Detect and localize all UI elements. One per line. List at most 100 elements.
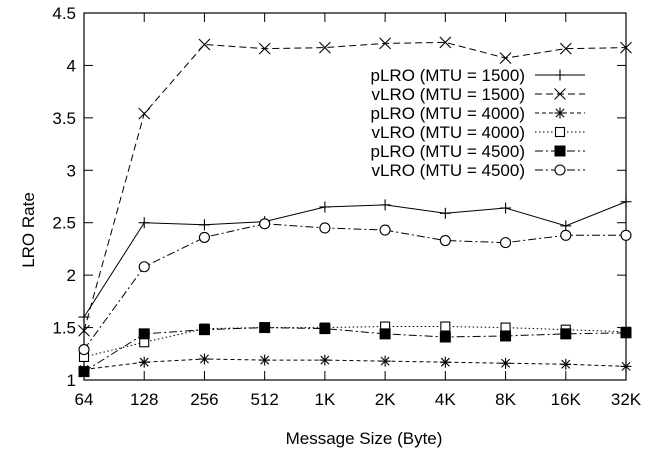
legend-entry: vLRO (MTU = 1500)	[371, 85, 585, 104]
data-point	[259, 354, 271, 366]
cross-marker-b	[554, 88, 566, 100]
cross-marker-b	[198, 38, 211, 51]
star-marker-b	[621, 361, 631, 371]
data-point	[500, 202, 512, 214]
data-point	[499, 52, 512, 64]
data-point	[258, 42, 271, 55]
y-axis-title: LRO Rate	[19, 192, 38, 268]
data-point	[319, 323, 331, 335]
legend-label: pLRO (MTU = 4500)	[371, 142, 525, 161]
data-point	[198, 231, 210, 243]
star-marker-b	[380, 356, 390, 366]
data-point	[439, 207, 451, 219]
x-tick-label: 32K	[611, 390, 642, 409]
data-point	[198, 219, 210, 231]
data-point	[560, 229, 572, 241]
series-3	[78, 353, 632, 376]
data-point	[379, 328, 391, 340]
series-line	[83, 358, 627, 371]
data-point	[259, 218, 271, 230]
data-point	[440, 321, 451, 332]
data-point	[318, 41, 331, 54]
series-line	[83, 41, 627, 331]
cross-marker-b	[499, 52, 512, 64]
data-point	[620, 327, 632, 339]
data-point	[138, 356, 150, 368]
data-point	[379, 199, 391, 211]
star-marker-b	[501, 358, 511, 368]
data-point	[138, 328, 150, 340]
y-tick-label: 1	[67, 371, 76, 390]
data-point	[78, 366, 90, 378]
series-6	[78, 218, 632, 356]
legend-label: vLRO (MTU = 4500)	[371, 161, 525, 180]
data-point	[554, 145, 566, 157]
data-point	[620, 360, 632, 372]
data-point	[620, 229, 632, 241]
legend-label: pLRO (MTU = 1500)	[371, 66, 525, 85]
data-point	[379, 37, 392, 50]
data-point	[554, 164, 566, 176]
data-point	[439, 331, 451, 343]
y-tick-label: 4.5	[52, 4, 76, 23]
series-line	[83, 326, 627, 358]
star-marker-b	[199, 354, 209, 364]
data-point	[560, 220, 572, 232]
data-point	[319, 201, 331, 213]
cross-marker-b	[559, 42, 572, 55]
y-tick-label: 2.5	[52, 214, 76, 233]
data-point	[379, 224, 391, 236]
series-4	[78, 321, 632, 362]
legend-entry: pLRO (MTU = 1500)	[371, 66, 585, 85]
x-tick-label: 1K	[314, 390, 335, 409]
star-marker-b	[260, 355, 270, 365]
x-tick-label: 256	[190, 390, 218, 409]
legend-label: vLRO (MTU = 1500)	[371, 85, 525, 104]
x-axis-title: Message Size (Byte)	[286, 429, 443, 448]
plot-border	[83, 12, 627, 381]
data-point	[559, 42, 572, 55]
series-1	[78, 196, 632, 323]
data-point	[319, 222, 331, 234]
series-line	[83, 327, 627, 373]
cross-marker-b	[379, 37, 392, 50]
plot-frame	[83, 12, 627, 381]
legend-entry: vLRO (MTU = 4500)	[371, 161, 585, 180]
data-point	[620, 196, 632, 208]
x-tick-label: 128	[130, 390, 158, 409]
data-point	[439, 356, 451, 368]
data-point	[138, 261, 150, 273]
data-point	[500, 330, 512, 342]
series-group	[78, 36, 632, 378]
star-marker-b	[561, 359, 571, 369]
data-point	[78, 324, 90, 337]
data-point	[560, 328, 572, 340]
star-marker-b	[440, 357, 450, 367]
y-tick-label: 3.5	[52, 109, 76, 128]
x-tick-label: 8K	[495, 390, 516, 409]
star-marker-b	[139, 357, 149, 367]
cross-marker-b	[318, 41, 331, 54]
data-point	[319, 354, 331, 366]
legend-label: vLRO (MTU = 4000)	[371, 123, 525, 142]
x-tick-label: 64	[75, 390, 94, 409]
data-point	[560, 358, 572, 370]
series-5	[78, 322, 632, 378]
data-point	[78, 344, 90, 356]
data-point	[198, 38, 211, 51]
data-point	[500, 357, 512, 369]
y-tick-label: 2	[67, 266, 76, 285]
legend-label: pLRO (MTU = 4000)	[371, 104, 525, 123]
series-2	[78, 36, 632, 337]
legend-entry: pLRO (MTU = 4000)	[371, 104, 585, 123]
x-tick-label: 2K	[375, 390, 396, 409]
cross-marker-b	[439, 36, 452, 49]
data-point	[198, 353, 210, 365]
data-point	[198, 324, 210, 336]
cross-marker-b	[258, 42, 271, 55]
data-point	[554, 107, 566, 119]
y-tick-label: 1.5	[52, 319, 76, 338]
data-point	[259, 322, 271, 334]
y-tick-label: 4	[67, 56, 76, 75]
data-point	[554, 88, 566, 100]
